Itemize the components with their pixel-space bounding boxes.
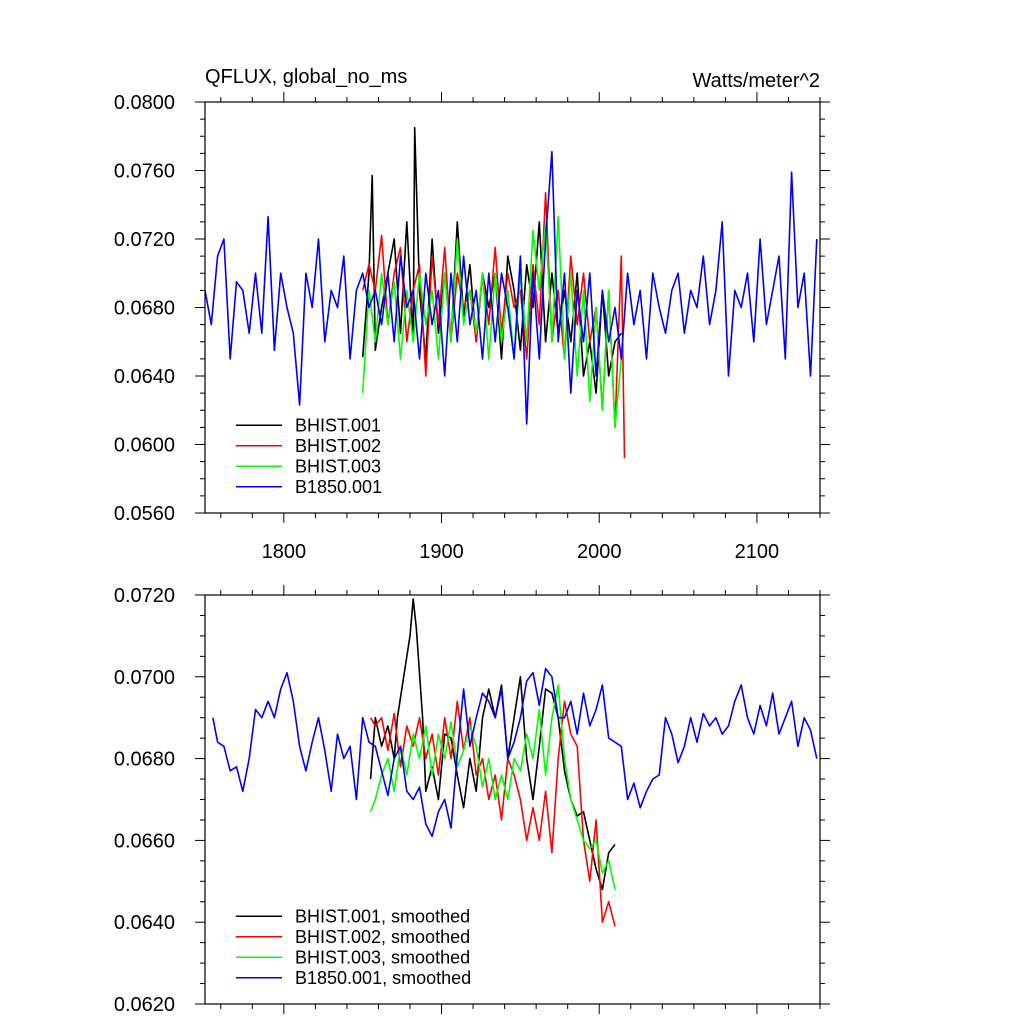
legend-label-3: BHIST.003, smoothed: [295, 947, 470, 967]
chart-panel-top: 1800 1900 2000 2100 0.0560 0.0600 0.0640 0.0680…: [114, 92, 830, 563]
y-tick-label: 0.0680: [114, 749, 175, 771]
y-tick-label: 0.0700: [114, 667, 175, 689]
series-line-2: [361, 192, 626, 459]
y-tick-label: 0.0660: [114, 830, 175, 852]
x-tick-label: 2000: [577, 541, 622, 563]
series-line-4: [205, 150, 818, 425]
series-line-1: [361, 126, 622, 394]
series-line-4: [212, 667, 818, 838]
y-tick-label: 0.0600: [114, 435, 175, 457]
y-tick-label: 0.0560: [114, 503, 175, 525]
series-group: [205, 126, 818, 459]
y-tick-label: 0.0800: [114, 92, 175, 114]
legend-label-2: BHIST.002: [295, 436, 381, 456]
y-tick-label: 0.0720: [114, 229, 175, 251]
legend-label-4: B1850.001, smoothed: [295, 968, 471, 988]
y-tick-label: 0.0640: [114, 912, 175, 934]
legend-label-4: B1850.001: [295, 477, 382, 497]
y-tick-label: 0.0720: [114, 585, 175, 607]
y-tick-label: 0.0620: [114, 994, 175, 1016]
legend-label-3: BHIST.003: [295, 456, 381, 476]
y-tick-label: 0.0680: [114, 298, 175, 320]
legend-label-1: BHIST.001: [295, 415, 381, 435]
x-tick-label: 1800: [262, 541, 307, 563]
legend-label-1: BHIST.001, smoothed: [295, 906, 470, 926]
chart-panel-bottom: 0.0620 0.0640 0.0660 0.0680 0.0700 0.0720 BHIS…: [114, 585, 830, 1016]
y-tick-label: 0.0760: [114, 161, 175, 183]
units-label: Watts/meter^2: [692, 70, 820, 92]
series-group: [212, 598, 818, 927]
x-tick-label: 1900: [419, 541, 464, 563]
chart-title: QFLUX, global_no_ms: [205, 66, 408, 88]
legend-label-2: BHIST.002, smoothed: [295, 927, 470, 947]
series-line-3: [369, 684, 616, 890]
x-tick-label: 2100: [735, 541, 780, 563]
y-tick-label: 0.0640: [114, 366, 175, 388]
series-line-1: [369, 598, 616, 891]
series-line-2: [369, 700, 616, 927]
